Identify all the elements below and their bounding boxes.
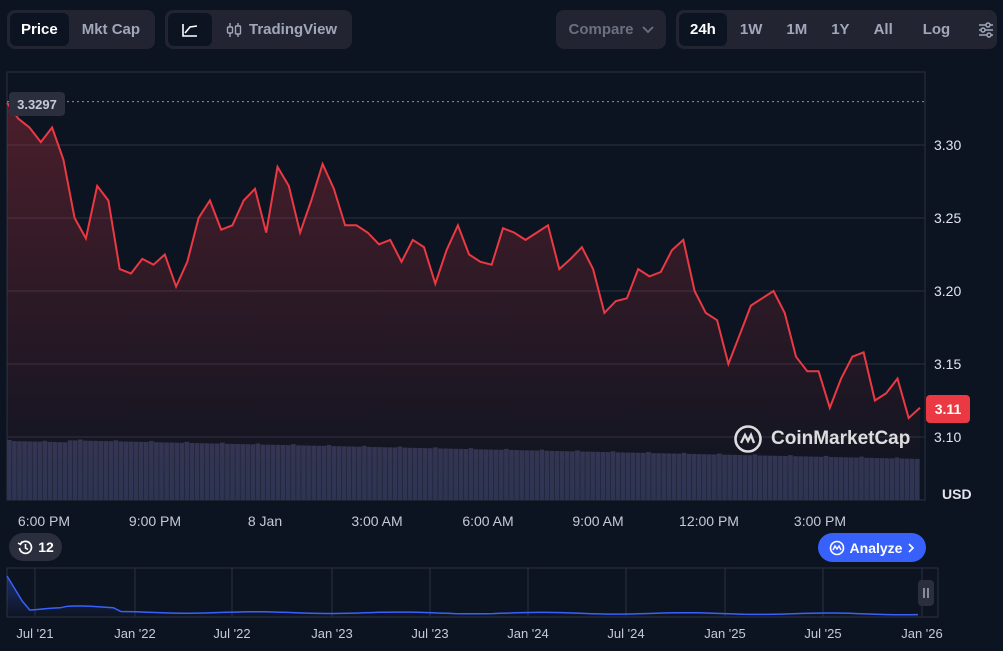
x-tick-label: 3:00 PM: [794, 513, 846, 529]
navigator-x-axis: Jul '21 Jan '22 Jul '22 Jan '23 Jul '23 Jan '…: [16, 626, 942, 641]
x-tick-label: 12:00 PM: [679, 513, 739, 529]
y-tick-label: 3.15: [934, 356, 961, 372]
range-1y[interactable]: 1Y: [831, 21, 850, 38]
range-1m[interactable]: 1M: [786, 21, 808, 38]
x-tick-label: 6:00 AM: [462, 513, 513, 529]
sliders-icon: [979, 21, 994, 38]
line-chart-icon: [182, 23, 198, 37]
range-selector: 24h 1W 1M 1Y All Log: [676, 10, 997, 49]
x-tick-label: 9:00 AM: [572, 513, 623, 529]
range-all[interactable]: All: [873, 21, 893, 38]
price-tab[interactable]: Price: [10, 13, 69, 46]
current-price-badge: 3.11: [926, 395, 970, 423]
price-series-line: [6, 102, 921, 420]
navigator-drag-handle[interactable]: [918, 580, 934, 606]
navigator-series-line: [6, 575, 919, 616]
y-axis: 3.30 3.25 3.20 3.15 3.10: [934, 137, 961, 445]
y-tick-label: 3.20: [934, 283, 961, 299]
compare-label: Compare: [568, 21, 634, 38]
navigator-tick-label: Jul '24: [607, 626, 644, 641]
chevron-down-icon: [641, 25, 654, 33]
price-area-fill: [7, 102, 920, 500]
grip-icon: [923, 588, 929, 598]
navigator-tick-label: Jan '23: [311, 626, 353, 641]
navigator-tick-label: Jan '22: [114, 626, 156, 641]
navigator-tick-label: Jul '25: [804, 626, 841, 641]
y-tick-label: 3.25: [934, 210, 961, 226]
x-tick-label: 9:00 PM: [129, 513, 181, 529]
history-icon: [17, 540, 33, 555]
y-axis-unit: USD: [942, 486, 972, 502]
chart-type-toggle: TradingView: [165, 10, 352, 49]
compare-dropdown[interactable]: Compare: [556, 10, 666, 49]
navigator-tick-label: Jan '25: [704, 626, 746, 641]
navigator-gridlines: [6, 567, 939, 618]
price-mktcap-toggle: Price Mkt Cap: [7, 10, 155, 49]
history-button[interactable]: 12: [9, 533, 62, 561]
line-chart-button[interactable]: [168, 13, 212, 46]
watermark: CoinMarketCap: [733, 424, 910, 454]
navigator-tick-label: Jul '22: [213, 626, 250, 641]
navigator-tick-label: Jul '21: [16, 626, 53, 641]
reference-price-badge: 3.3297: [9, 92, 65, 116]
range-1w[interactable]: 1W: [739, 21, 763, 38]
x-axis: 6:00 PM 9:00 PM 8 Jan 3:00 AM 6:00 AM 9:00 AM…: [18, 513, 846, 529]
mktcap-tab[interactable]: Mkt Cap: [81, 21, 141, 38]
navigator-frame: [6, 567, 939, 618]
navigator-tick-label: Jan '24: [507, 626, 549, 641]
settings-button[interactable]: [969, 13, 1003, 46]
watermark-text: CoinMarketCap: [771, 428, 911, 449]
tradingview-label: TradingView: [249, 21, 338, 38]
log-button[interactable]: Log: [922, 21, 951, 38]
analyze-button[interactable]: Analyze: [818, 533, 926, 562]
x-tick-label: 8 Jan: [248, 513, 282, 529]
navigator-tick-label: Jul '23: [411, 626, 448, 641]
candlestick-icon: [226, 22, 242, 37]
analyze-label: Analyze: [849, 539, 903, 556]
coinmarketcap-logo-icon: [734, 425, 762, 453]
navigator-area-fill: [7, 576, 918, 617]
tradingview-button[interactable]: TradingView: [214, 13, 348, 46]
y-tick-label: 3.10: [934, 429, 961, 445]
analyze-logo-icon: [829, 540, 844, 555]
y-tick-label: 3.30: [934, 137, 961, 153]
x-tick-label: 6:00 PM: [18, 513, 70, 529]
x-tick-label: 3:00 AM: [351, 513, 402, 529]
chevron-right-icon: [908, 542, 915, 553]
navigator-tick-label: Jan '26: [901, 626, 943, 641]
range-24h[interactable]: 24h: [679, 13, 727, 46]
history-count: 12: [38, 539, 54, 555]
